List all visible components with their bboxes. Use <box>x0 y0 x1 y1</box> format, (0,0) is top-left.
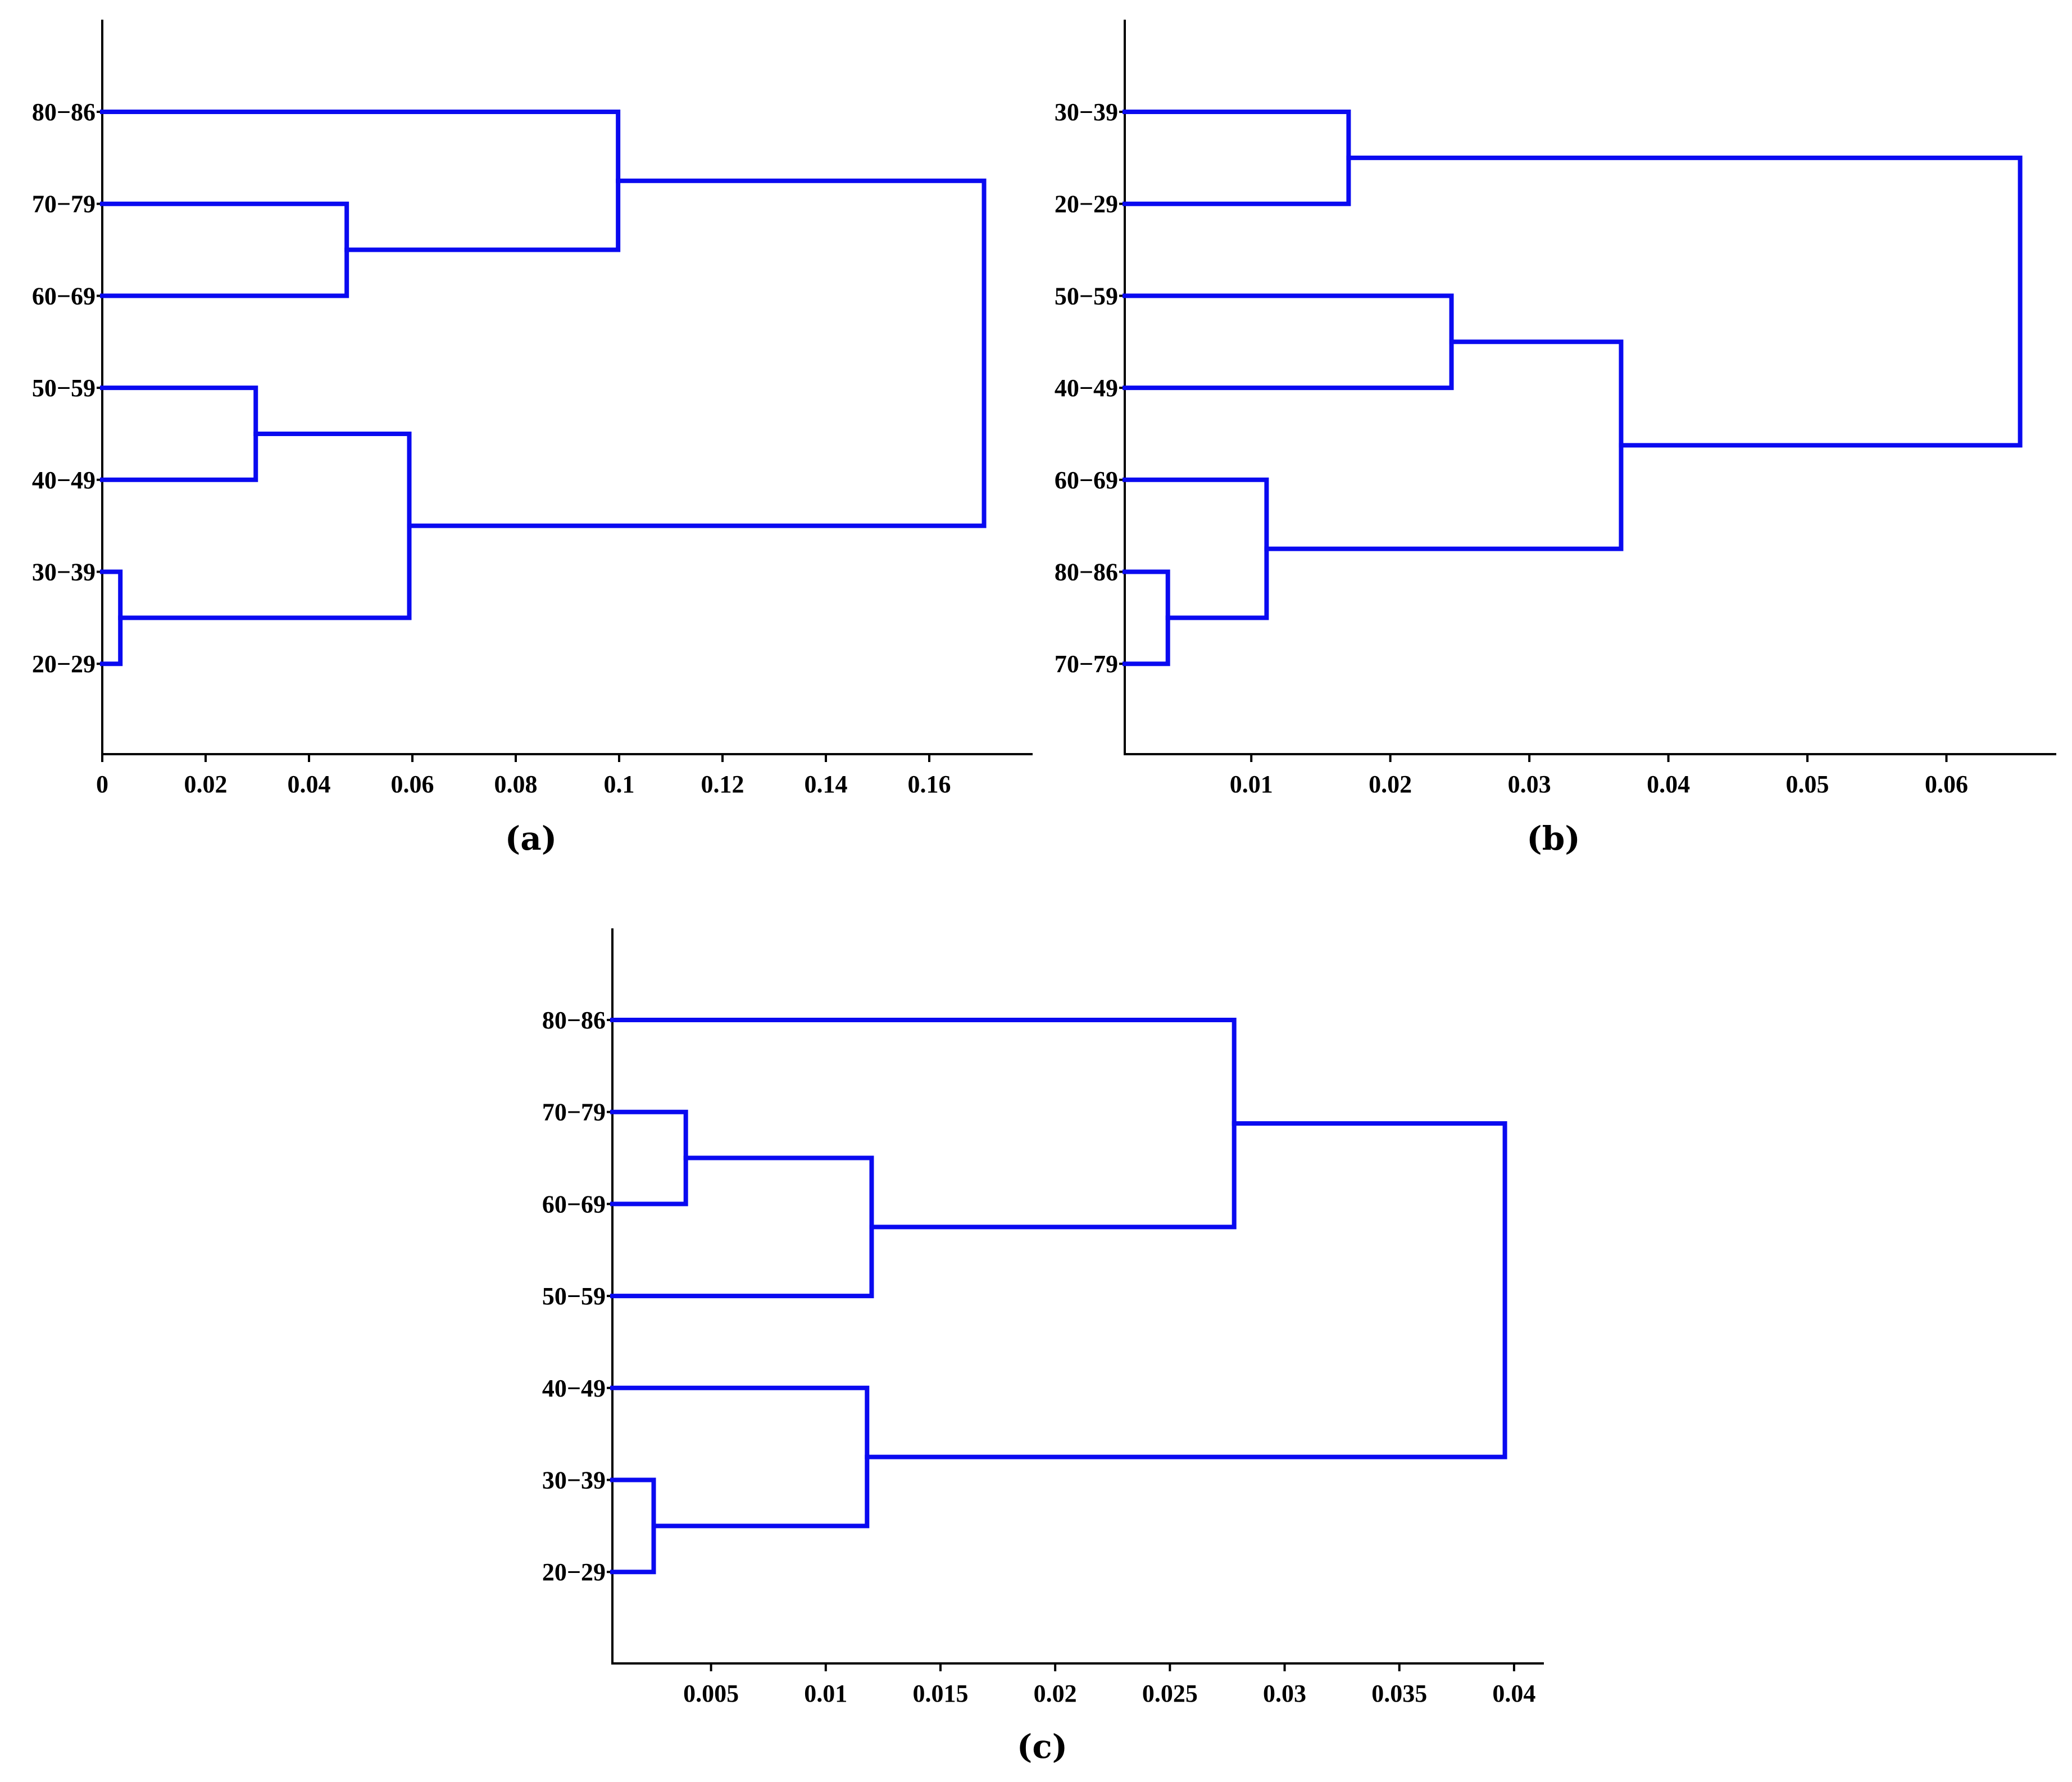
leaf-label: 40−49 <box>542 1375 606 1402</box>
leaf-label: 70−79 <box>32 191 96 218</box>
x-tick-label: 0.04 <box>1492 1680 1535 1707</box>
x-tick-label: 0.025 <box>1142 1680 1198 1707</box>
dendrogram-link <box>610 1109 688 1207</box>
dendrogram-link <box>1123 293 1454 391</box>
dendrogram-link <box>865 1121 1507 1459</box>
x-tick-label: 0.02 <box>184 770 228 798</box>
leaf-label: 30−39 <box>32 559 96 586</box>
x-tick-label: 0.04 <box>1647 770 1690 798</box>
x-tick-label: 0.01 <box>1230 770 1273 798</box>
dendrogram-link <box>610 1018 1237 1230</box>
x-tick-label: 0.08 <box>494 770 538 798</box>
leaf-label: 80−86 <box>1055 559 1118 586</box>
leaf-label: 50−59 <box>1055 282 1118 310</box>
axis-frame <box>1124 20 2056 755</box>
dendrogram-link <box>610 1155 874 1299</box>
leaf-label: 70−79 <box>542 1099 606 1126</box>
dendrogram-link <box>610 1477 656 1575</box>
x-tick-label: 0.06 <box>1925 770 1968 798</box>
leaf-label: 60−69 <box>542 1190 606 1218</box>
dendrogram-link <box>118 431 412 620</box>
leaf-label: 20−29 <box>32 650 96 678</box>
dendrogram-panel-3: 0.005 0.01 0.015 0.02 0.025 0.03 0.035 0.04 80−8… <box>542 928 1544 1766</box>
leaf-label: 40−49 <box>1055 374 1118 402</box>
x-tick-label: 0 <box>96 770 108 798</box>
leaf-label: 30−39 <box>1055 98 1118 126</box>
dendrogram-link <box>100 110 621 252</box>
leaf-label: 50−59 <box>542 1282 606 1310</box>
leaf-label: 60−69 <box>1055 466 1118 494</box>
dendrogram-link <box>100 569 123 666</box>
x-tick-label: 0.015 <box>912 1680 968 1707</box>
leaf-label: 80−86 <box>542 1006 606 1034</box>
leaf-label: 30−39 <box>542 1467 606 1494</box>
x-tick-label: 0.02 <box>1369 770 1412 798</box>
dendrogram-link <box>610 1385 870 1529</box>
x-tick-label: 0.03 <box>1508 770 1551 798</box>
leaf-label: 40−49 <box>32 466 96 494</box>
leaf-label: 20−29 <box>542 1558 606 1586</box>
x-tick-label: 0.16 <box>908 770 951 798</box>
panel-label: (c) <box>1017 1727 1067 1766</box>
x-tick-label: 0.14 <box>805 770 848 798</box>
x-tick-label: 0.05 <box>1786 770 1829 798</box>
panel-label: (a) <box>505 819 557 858</box>
dendrogram-link <box>1346 155 2023 448</box>
x-tick-label: 0.04 <box>288 770 331 798</box>
x-tick-label: 0.02 <box>1034 1680 1077 1707</box>
x-tick-label: 0.03 <box>1263 1680 1306 1707</box>
leaf-label: 60−69 <box>32 282 96 310</box>
x-tick-label: 0.06 <box>391 770 434 798</box>
dendrogram-link <box>407 178 987 528</box>
x-tick-label: 0.035 <box>1371 1680 1427 1707</box>
leaf-label: 80−86 <box>32 98 96 126</box>
leaf-label: 20−29 <box>1055 191 1118 218</box>
leaf-label: 50−59 <box>32 374 96 402</box>
panel-label: (b) <box>1526 819 1580 858</box>
x-tick-label: 0.005 <box>683 1680 739 1707</box>
dendrogram-panel-1: 0 0.02 0.04 0.06 0.08 0.1 0.12 0.14 0.16 80−86 70−… <box>32 20 1033 858</box>
dendrogram-link <box>1123 477 1269 620</box>
dendrogram-panel-2: 0.01 0.02 0.03 0.04 0.05 0.06 30−39 20−29 50−59 4… <box>1055 20 2056 858</box>
axis-frame <box>611 928 1544 1665</box>
leaf-label: 70−79 <box>1055 650 1118 678</box>
x-tick-label: 0.12 <box>701 770 744 798</box>
x-tick-label: 0.01 <box>804 1680 847 1707</box>
dendrogram-link <box>100 201 349 298</box>
x-tick-label: 0.1 <box>604 770 635 798</box>
dendrogram-link <box>1264 339 1624 551</box>
dendrogram-link <box>1123 569 1170 666</box>
dendrogram-link <box>100 386 258 482</box>
dendrogram-link <box>1123 110 1351 206</box>
